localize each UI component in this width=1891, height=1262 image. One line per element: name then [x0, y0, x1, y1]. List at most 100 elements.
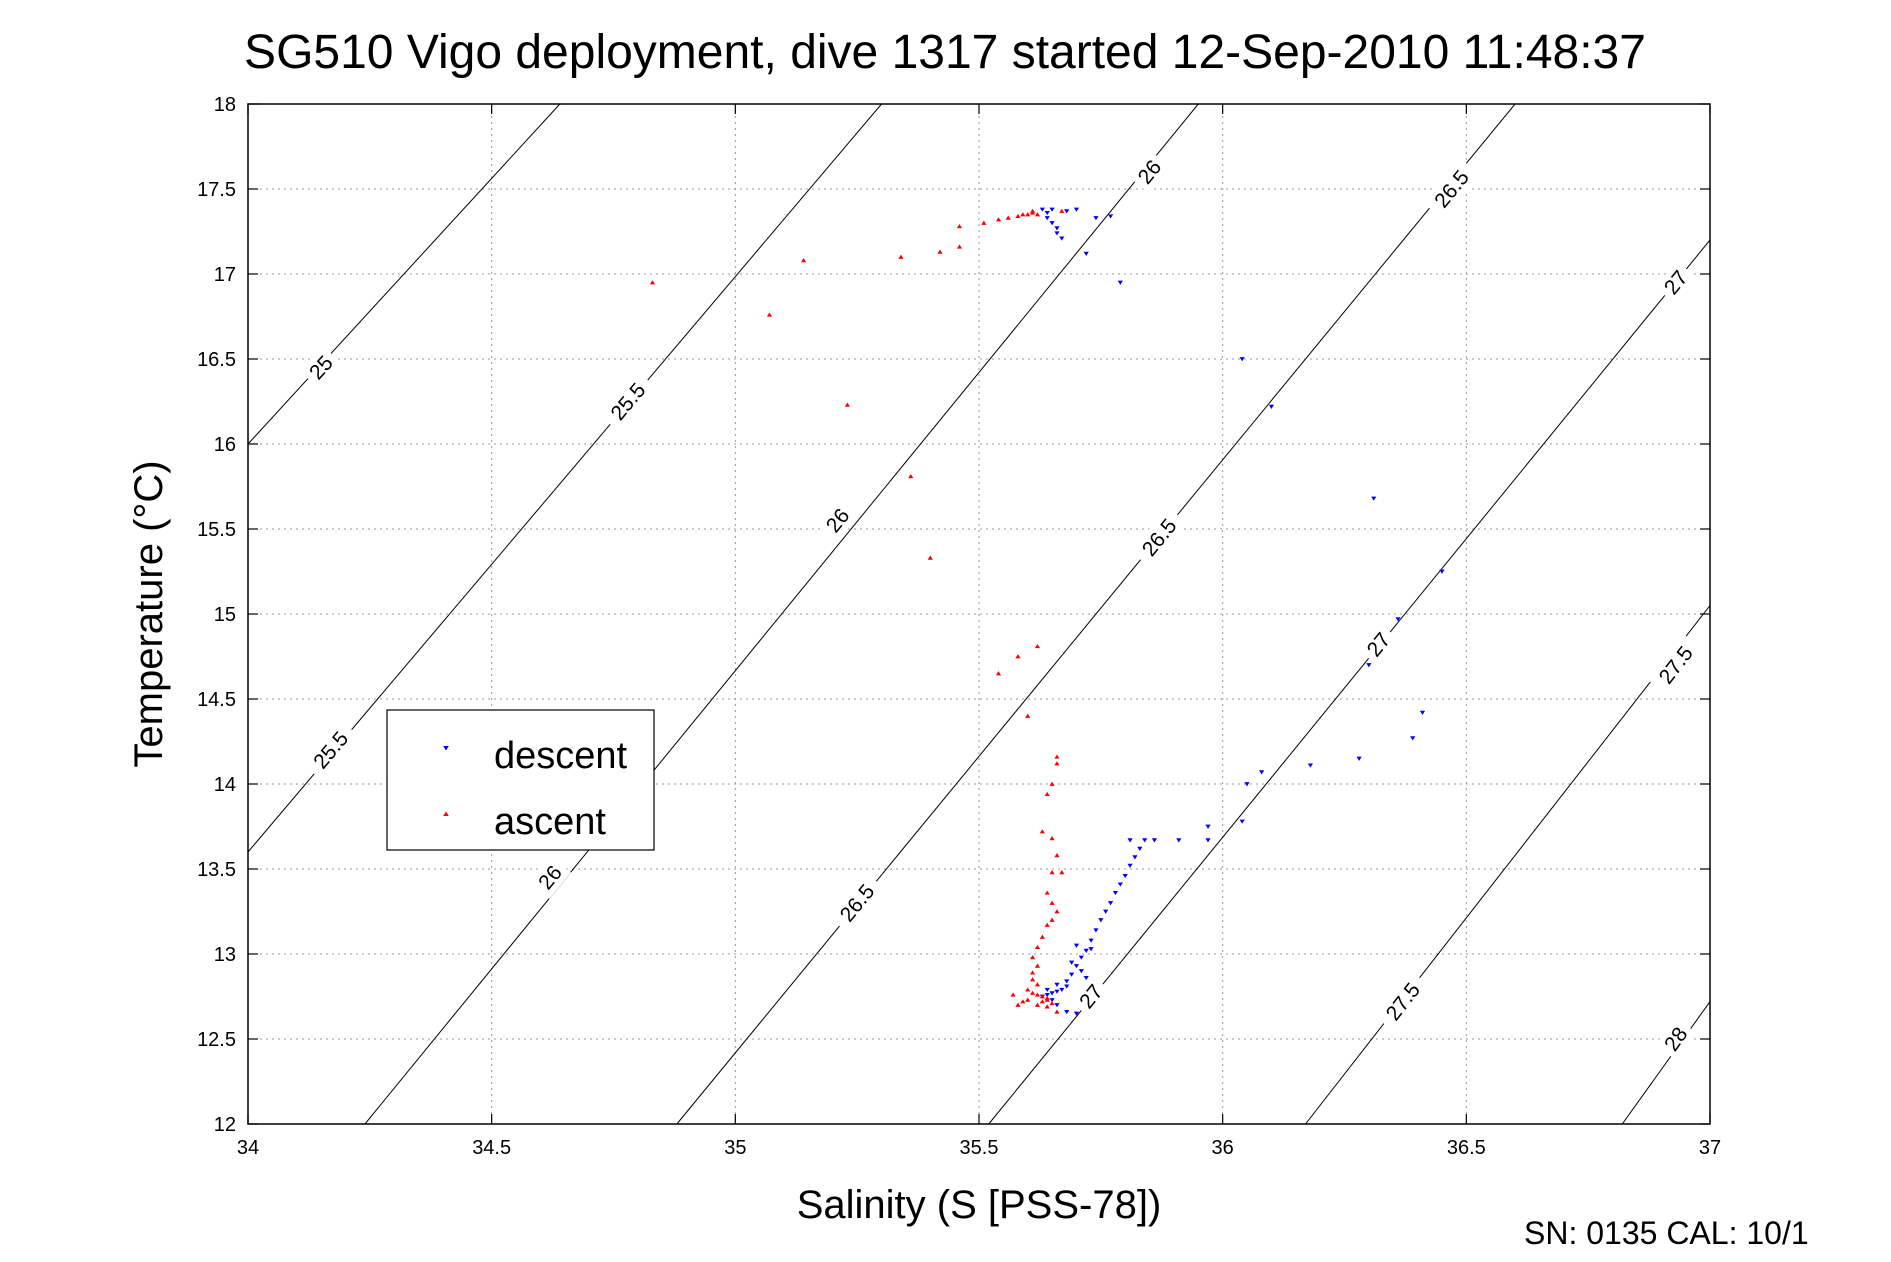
ascent-point: [1054, 1009, 1060, 1014]
ascent-point: [1005, 215, 1011, 220]
ascent-point: [1030, 990, 1036, 995]
descent-point: [1054, 989, 1060, 994]
descent-point: [1044, 210, 1050, 216]
descent-point: [1117, 882, 1123, 887]
descent-point: [1073, 1011, 1080, 1016]
descent-point: [1244, 782, 1250, 787]
descent-point: [1083, 975, 1089, 981]
descent-point: [1268, 404, 1274, 409]
descent-point: [1064, 979, 1070, 984]
grid-lines: [248, 104, 1710, 1124]
descent-point: [1044, 216, 1050, 221]
ascent-point: [1015, 213, 1021, 219]
descent-point: [1395, 617, 1401, 622]
ascent-point: [1020, 212, 1026, 217]
isopycnal-line: [247, 103, 882, 853]
ascent-point: [1034, 944, 1041, 950]
ascent-point: [1015, 1002, 1021, 1007]
ascent-point: [1034, 982, 1041, 987]
ascent-point: [1039, 829, 1045, 834]
ascent-point: [1039, 999, 1045, 1004]
descent-point: [1132, 855, 1138, 860]
descent-point: [1093, 216, 1099, 221]
ascent-point: [1034, 963, 1041, 968]
ascent-point: [1034, 992, 1041, 997]
descent-point: [1122, 873, 1128, 879]
chart-title: SG510 Vigo deployment, dive 1317 started…: [244, 26, 1646, 79]
ascent-point: [1049, 870, 1055, 875]
y-tick-label: 13: [214, 944, 236, 966]
ascent-point: [766, 312, 773, 317]
isopycnal-label-gap: [300, 346, 343, 389]
ascent-point: [1039, 994, 1045, 999]
descent-point: [1205, 824, 1211, 829]
isopycnal-label-gap: [828, 872, 886, 934]
descent-point: [1059, 987, 1065, 993]
isopycnal-label-gap: [1130, 506, 1188, 569]
descent-point: [1112, 890, 1119, 896]
ascent-point: [1044, 791, 1050, 797]
ascent-point: [1049, 1000, 1055, 1006]
isopycnal-label-gap: [1655, 1017, 1697, 1061]
isopycnal-line: [988, 239, 1711, 1125]
descent-point: [1205, 838, 1211, 843]
ascent-point: [1049, 781, 1055, 786]
ascent-point: [1030, 977, 1036, 982]
ascent-point: [956, 244, 963, 249]
ascent-point: [844, 402, 851, 407]
y-tick-label: 12.5: [197, 1029, 236, 1051]
descent-point: [1088, 947, 1094, 952]
descent-point: [1142, 838, 1148, 843]
ascent-point: [1025, 987, 1031, 992]
isopycnal-label-gap: [816, 499, 859, 542]
isopycnal-label-gap: [1423, 158, 1481, 220]
y-tick-label: 17: [214, 264, 236, 286]
descent-point: [1107, 901, 1114, 906]
descent-point: [1088, 938, 1094, 943]
ascent-point: [1025, 713, 1031, 718]
descent-point: [1098, 918, 1104, 923]
y-tick-label: 12: [214, 1114, 236, 1136]
descent-point: [1239, 819, 1245, 824]
y-tick-label: 15.5: [197, 519, 236, 541]
ascent-point: [1030, 955, 1036, 960]
ascent-point: [1044, 1004, 1050, 1009]
x-tick-label: 36.5: [1447, 1137, 1486, 1159]
descent-point: [1127, 863, 1133, 868]
ascent-point: [1039, 934, 1045, 939]
descent-point: [1054, 1003, 1060, 1008]
axis-ticks: 34 34.5 35 35.5 36 36.5 37 12 12.5 13 13.5 14 14.5 15…: [197, 94, 1721, 1159]
descent-point: [1049, 991, 1055, 996]
ascent-point: [1044, 922, 1050, 927]
descent-point: [1419, 710, 1426, 715]
y-tick-label: 17.5: [197, 179, 236, 201]
ascent-point: [1049, 917, 1055, 922]
ascent-point: [1054, 853, 1060, 858]
ascent-point: [995, 217, 1002, 222]
descent-point: [1064, 209, 1070, 214]
descent-point: [1239, 357, 1245, 362]
ascent-point: [1025, 997, 1031, 1002]
ascent-point: [1034, 212, 1041, 217]
x-tick-label: 35.5: [960, 1137, 999, 1159]
ascent-point: [1034, 1002, 1041, 1007]
y-tick-label: 18: [214, 94, 236, 116]
y-axis-label: Temperature (°C): [127, 460, 171, 767]
descent-point: [1039, 207, 1045, 212]
descent-point: [1049, 207, 1055, 212]
ascent-point: [908, 473, 914, 479]
descent-point: [1107, 214, 1114, 219]
descent-point: [1117, 280, 1123, 285]
ascent-point: [1054, 761, 1060, 766]
descent-point: [1083, 948, 1089, 953]
ascent-point: [1049, 836, 1055, 841]
ascent-point: [956, 224, 963, 229]
ascent-point: [1015, 654, 1021, 659]
isopycnal-line: [364, 103, 1199, 1125]
descent-point: [1073, 207, 1080, 212]
ascent-point: [927, 555, 933, 560]
ascent-point: [981, 220, 987, 225]
ascent-point: [1054, 754, 1060, 759]
x-tick-label: 34.5: [472, 1137, 511, 1159]
descent-point: [1068, 972, 1075, 977]
